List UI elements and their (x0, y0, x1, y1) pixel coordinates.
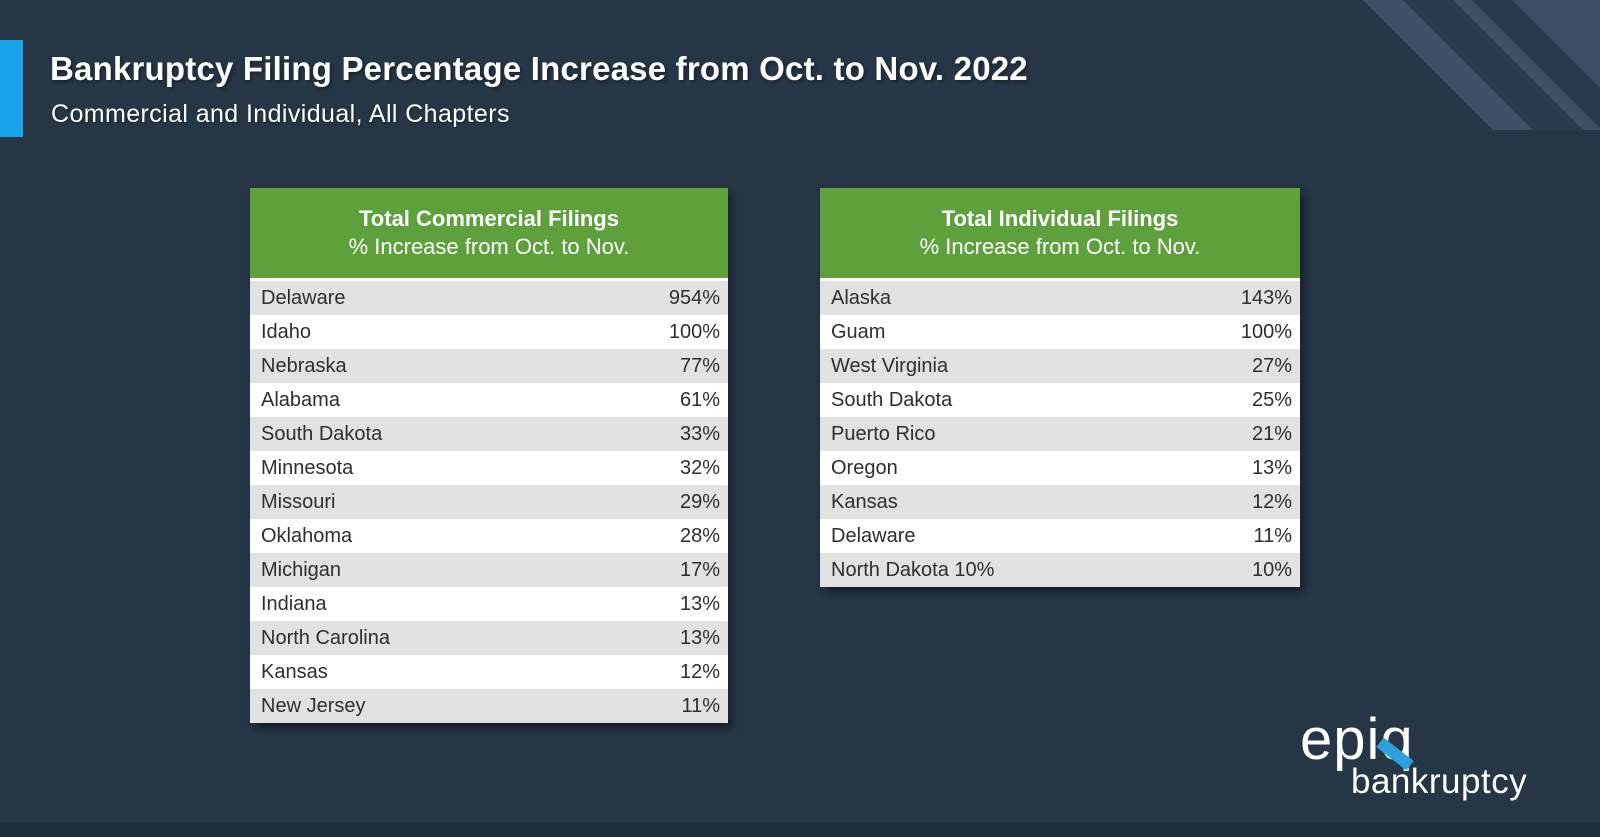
individual-table-body: Alaska 143% Guam 100% West Virginia 27% South … (820, 278, 1300, 587)
percent-value: 12% (679, 660, 720, 683)
table-row: South Dakota 33% (250, 417, 728, 451)
table-row: West Virginia 27% (820, 349, 1300, 383)
table-row: Michigan 17% (250, 553, 728, 587)
table-row: Delaware 954% (250, 281, 728, 315)
percent-value: 13% (1251, 456, 1292, 479)
state-name: North Carolina (261, 626, 390, 649)
page-title: Bankruptcy Filing Percentage Increase fr… (50, 50, 1028, 87)
state-name: Oklahoma (261, 524, 353, 547)
table-row: Delaware 11% (820, 519, 1300, 553)
percent-value: 954% (668, 286, 720, 309)
percent-value: 27% (1251, 354, 1292, 377)
table-row: Oklahoma 28% (250, 519, 728, 553)
state-name: Delaware (831, 524, 916, 547)
percent-value: 25% (1251, 388, 1292, 411)
state-name: Nebraska (261, 354, 347, 377)
percent-value: 10% (1251, 558, 1292, 581)
table-row: Guam 100% (820, 315, 1300, 349)
table-row: Oregon 13% (820, 451, 1300, 485)
percent-value: 100% (1240, 320, 1292, 343)
table-row: New Jersey 11% (250, 689, 728, 723)
state-name: Michigan (261, 558, 342, 581)
bottom-strip (0, 822, 1600, 837)
state-name: New Jersey (261, 694, 366, 717)
percent-value: 11% (681, 694, 720, 717)
state-name: Guam (831, 320, 886, 343)
percent-value: 143% (1240, 286, 1292, 309)
table-row: Missouri 29% (250, 485, 728, 519)
state-name: Indiana (261, 592, 327, 615)
percent-value: 17% (679, 558, 720, 581)
table-row: Nebraska 77% (250, 349, 728, 383)
table-row: Idaho 100% (250, 315, 728, 349)
table-row: Kansas 12% (820, 485, 1300, 519)
state-name: Idaho (261, 320, 312, 343)
state-name: Delaware (261, 286, 346, 309)
percent-value: 61% (679, 388, 720, 411)
state-name: North Dakota 10% (831, 558, 995, 581)
percent-value: 12% (1251, 490, 1292, 513)
title-accent-bar (0, 40, 23, 137)
percent-value: 77% (679, 354, 720, 377)
state-name: Alabama (261, 388, 340, 411)
table-row: Kansas 12% (250, 655, 728, 689)
table-title: Total Individual Filings (941, 206, 1179, 231)
commercial-filings-table: Total Commercial Filings % Increase from… (250, 188, 728, 723)
table-subtitle: % Increase from Oct. to Nov. (919, 234, 1201, 259)
percent-value: 100% (668, 320, 720, 343)
state-name: Kansas (831, 490, 898, 513)
percent-value: 13% (679, 626, 720, 649)
table-row: Minnesota 32% (250, 451, 728, 485)
commercial-table-body: Delaware 954% Idaho 100% Nebraska 77% Alabama 6… (250, 278, 728, 723)
state-name: Puerto Rico (831, 422, 936, 445)
table-row: Indiana 13% (250, 587, 728, 621)
table-row: Alabama 61% (250, 383, 728, 417)
percent-value: 11% (1253, 524, 1292, 547)
table-title: Total Commercial Filings (359, 206, 619, 231)
table-row: Alaska 143% (820, 281, 1300, 315)
state-name: Alaska (831, 286, 892, 309)
state-name: West Virginia (831, 354, 949, 377)
table-row: North Carolina 13% (250, 621, 728, 655)
commercial-table-header: Total Commercial Filings % Increase from… (250, 188, 728, 278)
table-row: Puerto Rico 21% (820, 417, 1300, 451)
page-subtitle: Commercial and Individual, All Chapters (51, 100, 510, 128)
percent-value: 29% (679, 490, 720, 513)
state-name: Kansas (261, 660, 328, 683)
individual-filings-table: Total Individual Filings % Increase from… (820, 188, 1300, 587)
state-name: Missouri (261, 490, 336, 513)
percent-value: 32% (679, 456, 720, 479)
table-row: South Dakota 25% (820, 383, 1300, 417)
state-name: South Dakota (261, 422, 383, 445)
state-name: South Dakota (831, 388, 953, 411)
state-name: Oregon (831, 456, 898, 479)
percent-value: 21% (1251, 422, 1292, 445)
state-name: Minnesota (261, 456, 354, 479)
individual-table-header: Total Individual Filings % Increase from… (820, 188, 1300, 278)
epiq-logo-bankruptcy-label: bankruptcy (1351, 762, 1528, 801)
percent-value: 13% (679, 592, 720, 615)
table-subtitle: % Increase from Oct. to Nov. (348, 234, 630, 259)
table-row: North Dakota 10% 10% (820, 553, 1300, 587)
percent-value: 28% (679, 524, 720, 547)
percent-value: 33% (679, 422, 720, 445)
